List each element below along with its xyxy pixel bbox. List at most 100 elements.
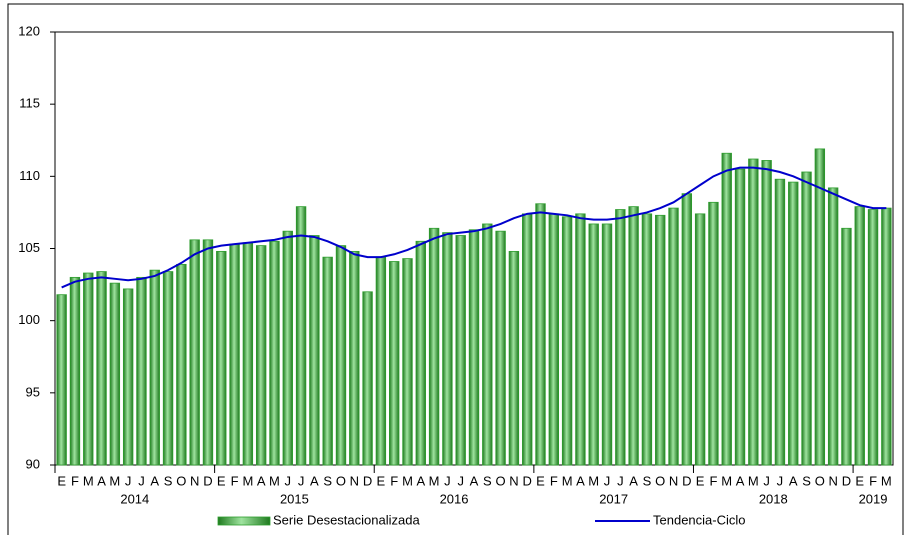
- legend-label: Serie Desestacionalizada: [273, 512, 420, 527]
- x-tick-label: O: [815, 473, 825, 488]
- bar: [814, 148, 826, 466]
- bar: [295, 206, 307, 466]
- x-tick-label: S: [323, 473, 332, 488]
- x-tick-label: E: [696, 473, 705, 488]
- x-tick-label: F: [550, 473, 558, 488]
- x-tick-label: M: [881, 473, 892, 488]
- bar: [402, 258, 413, 466]
- x-tick-label: D: [523, 473, 532, 488]
- bar: [282, 230, 293, 466]
- bar: [588, 223, 599, 466]
- bar: [655, 214, 666, 466]
- bar: [415, 240, 426, 466]
- y-tick-label: 115: [19, 96, 40, 111]
- x-tick-label: S: [802, 473, 811, 488]
- bar: [242, 242, 254, 466]
- year-label: 2019: [859, 491, 888, 506]
- bar: [774, 178, 786, 466]
- x-tick-label: O: [176, 473, 186, 488]
- x-tick-label: N: [509, 473, 518, 488]
- y-tick-label: 90: [26, 456, 40, 471]
- year-label: 2017: [599, 491, 628, 506]
- x-tick-label: E: [536, 473, 545, 488]
- x-tick-label: A: [789, 473, 798, 488]
- x-tick-label: M: [402, 473, 413, 488]
- bar: [694, 213, 706, 466]
- x-tick-label: A: [150, 473, 159, 488]
- bar: [681, 193, 693, 466]
- year-label: 2018: [759, 491, 788, 506]
- bar: [761, 160, 772, 466]
- bar: [854, 206, 865, 466]
- bar: [468, 229, 480, 466]
- x-tick-label: F: [709, 473, 717, 488]
- x-tick-label: O: [336, 473, 346, 488]
- bar: [601, 223, 613, 466]
- bar: [149, 269, 160, 466]
- bar: [122, 288, 134, 466]
- x-tick-label: D: [203, 473, 212, 488]
- x-tick-label: N: [350, 473, 359, 488]
- bar: [508, 250, 520, 466]
- x-tick-label: M: [588, 473, 599, 488]
- bar: [522, 213, 533, 466]
- x-tick-label: E: [57, 473, 66, 488]
- bar: [202, 239, 214, 466]
- bar: [229, 243, 240, 466]
- x-tick-label: E: [855, 473, 864, 488]
- x-tick-label: A: [736, 473, 745, 488]
- x-tick-label: J: [617, 473, 624, 488]
- x-tick-label: J: [138, 473, 145, 488]
- bar: [721, 152, 732, 466]
- y-tick-label: 95: [26, 384, 40, 399]
- year-label: 2015: [280, 491, 309, 506]
- x-tick-label: J: [457, 473, 464, 488]
- bar: [827, 187, 839, 466]
- bar: [255, 245, 267, 466]
- bar: [189, 239, 200, 466]
- x-tick-label: N: [828, 473, 837, 488]
- bar: [881, 207, 892, 466]
- bar: [575, 213, 586, 466]
- x-tick-label: D: [842, 473, 851, 488]
- bar: [56, 294, 67, 466]
- x-tick-label: N: [190, 473, 199, 488]
- outer-frame: [7, 3, 904, 540]
- x-tick-label: M: [109, 473, 120, 488]
- bar: [216, 250, 227, 466]
- bar: [109, 282, 121, 466]
- x-tick-label: F: [390, 473, 398, 488]
- bar: [867, 209, 879, 466]
- legend-label: Tendencia-Ciclo: [653, 512, 746, 527]
- x-tick-label: S: [164, 473, 173, 488]
- year-label: 2014: [120, 491, 149, 506]
- bar: [841, 227, 852, 466]
- x-tick-label: A: [310, 473, 319, 488]
- x-tick-label: A: [629, 473, 638, 488]
- year-label: 2016: [440, 491, 469, 506]
- bar: [748, 158, 759, 466]
- bar: [615, 209, 626, 466]
- x-tick-label: N: [669, 473, 678, 488]
- bar: [548, 213, 559, 466]
- x-tick-label: A: [576, 473, 585, 488]
- x-tick-label: M: [429, 473, 440, 488]
- x-tick-label: O: [496, 473, 506, 488]
- x-tick-label: M: [748, 473, 759, 488]
- x-tick-label: J: [285, 473, 292, 488]
- y-tick-label: 110: [19, 168, 40, 183]
- x-tick-label: J: [298, 473, 305, 488]
- bar: [482, 223, 493, 466]
- bar: [375, 256, 387, 466]
- bar: [628, 206, 639, 466]
- bar: [322, 256, 333, 466]
- bar: [269, 240, 280, 466]
- x-tick-label: E: [217, 473, 226, 488]
- bar: [641, 213, 653, 466]
- x-tick-label: A: [416, 473, 425, 488]
- bar: [495, 230, 506, 466]
- y-tick-label: 100: [18, 312, 40, 327]
- x-tick-label: D: [363, 473, 372, 488]
- bar: [96, 271, 107, 466]
